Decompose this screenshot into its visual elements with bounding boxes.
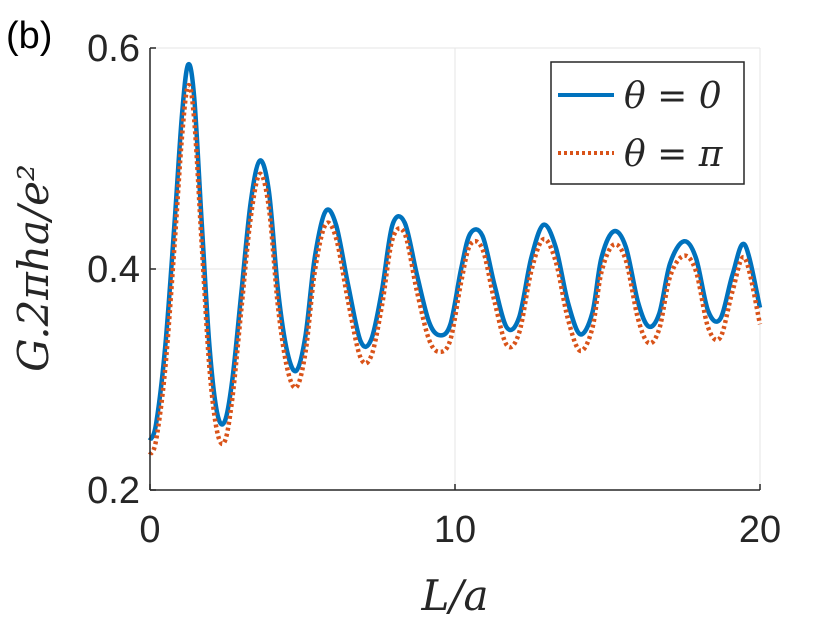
y-tick-label-2: 0.6 [87,28,140,70]
legend-label-theta-pi: θ = π [624,134,724,175]
series-line-1 [147,82,763,456]
panel-label: (b) [6,15,52,57]
ticks: 0 10 20 0.2 0.4 0.6 [87,28,781,551]
x-tick-label-1: 10 [434,509,476,551]
x-tick-label-0: 0 [139,509,160,551]
series-layer [147,61,763,456]
legend: θ = 0 θ = π [550,61,745,185]
y-tick-label-1: 0.4 [87,249,140,291]
y-axis-label: G.2πha/e² [9,164,58,372]
y-tick-label-0: 0.2 [87,470,140,512]
legend-label-theta-0: θ = 0 [624,76,722,117]
legend-box [550,61,745,185]
x-tick-label-2: 20 [739,509,781,551]
x-axis-label: L/a [420,571,488,620]
